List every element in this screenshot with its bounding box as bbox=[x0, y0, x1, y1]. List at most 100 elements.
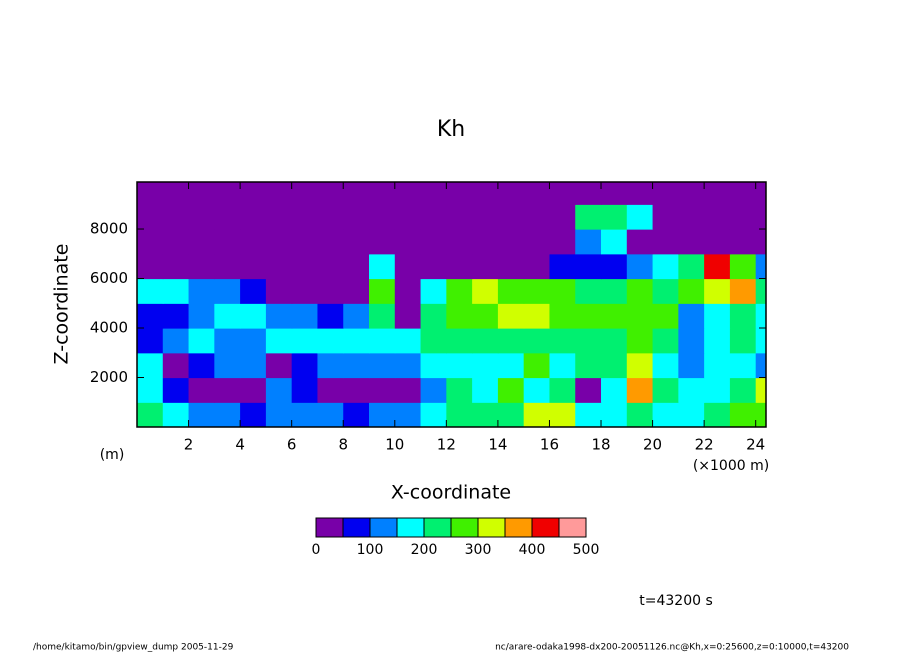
field-cell bbox=[652, 303, 679, 329]
field-cell bbox=[162, 328, 190, 354]
field-cell bbox=[497, 229, 525, 255]
field-cell bbox=[523, 229, 551, 255]
field-cell bbox=[343, 229, 370, 255]
field-cell bbox=[729, 182, 757, 205]
field-cell bbox=[729, 402, 757, 427]
field-cell bbox=[549, 278, 576, 304]
field bbox=[137, 182, 766, 427]
field-cell bbox=[369, 253, 396, 280]
field-cell bbox=[472, 182, 499, 205]
field-cell bbox=[704, 328, 731, 354]
field-cell bbox=[575, 229, 602, 255]
field-cell bbox=[626, 377, 654, 403]
field-cell bbox=[137, 352, 164, 379]
field-cell bbox=[549, 402, 576, 427]
field-cell bbox=[214, 402, 241, 427]
field-cell bbox=[575, 278, 602, 304]
field-cell bbox=[729, 377, 757, 403]
time-label: t=43200 s bbox=[639, 593, 713, 609]
field-cell bbox=[291, 204, 319, 230]
colorbar-box bbox=[342, 517, 371, 538]
field-cell bbox=[755, 182, 766, 205]
field-cell bbox=[188, 377, 215, 403]
x-tick-label: 14 bbox=[488, 436, 507, 454]
colorbar-box bbox=[477, 517, 506, 538]
field-cell bbox=[188, 352, 215, 379]
field-cell bbox=[472, 229, 499, 255]
field-cell bbox=[678, 278, 705, 304]
field-cell bbox=[652, 402, 679, 427]
field-cell bbox=[317, 278, 344, 304]
field-cell bbox=[317, 229, 344, 255]
field-cell bbox=[704, 182, 731, 205]
colorbar-box bbox=[558, 517, 587, 538]
field-cell bbox=[755, 253, 766, 280]
field-cell bbox=[317, 402, 344, 427]
field-cell bbox=[626, 204, 654, 230]
field-cell bbox=[240, 182, 267, 205]
field-cell bbox=[394, 278, 422, 304]
field-cell bbox=[291, 182, 319, 205]
field-cell bbox=[420, 229, 447, 255]
field-cell bbox=[369, 278, 396, 304]
field-cell bbox=[446, 352, 473, 379]
field-cell bbox=[369, 182, 396, 205]
field-cell bbox=[265, 402, 293, 427]
x-tick-label: 22 bbox=[695, 436, 714, 454]
field-cell bbox=[369, 303, 396, 329]
field-cell bbox=[497, 352, 525, 379]
field-cell bbox=[240, 303, 267, 329]
field-cell bbox=[240, 402, 267, 427]
field-cell bbox=[343, 352, 370, 379]
field-cell bbox=[214, 253, 241, 280]
field-cell bbox=[729, 352, 757, 379]
field-cell bbox=[626, 182, 654, 205]
footer-right: nc/arare-odaka1998-dx200-20051126.nc@Kh,… bbox=[495, 643, 849, 653]
field-cell bbox=[265, 229, 293, 255]
field-cell bbox=[472, 377, 499, 403]
field-cell bbox=[394, 377, 422, 403]
field-cell bbox=[446, 402, 473, 427]
field-cell bbox=[446, 229, 473, 255]
field-cell bbox=[601, 402, 628, 427]
field-cell bbox=[575, 182, 602, 205]
field-cell bbox=[240, 377, 267, 403]
field-cell bbox=[291, 352, 319, 379]
colorbar-label: 500 bbox=[573, 542, 600, 558]
field-cell bbox=[626, 303, 654, 329]
field-cell bbox=[549, 377, 576, 403]
field-cell bbox=[137, 204, 164, 230]
field-cell bbox=[240, 352, 267, 379]
field-cell bbox=[214, 303, 241, 329]
field-cell bbox=[575, 402, 602, 427]
field-cell bbox=[497, 278, 525, 304]
plot-frame bbox=[136, 181, 767, 428]
colorbar-label: 200 bbox=[411, 542, 438, 558]
field-cell bbox=[549, 328, 576, 354]
field-cell bbox=[755, 377, 766, 403]
field-cell bbox=[394, 352, 422, 379]
field-cell bbox=[601, 182, 628, 205]
field-cell bbox=[343, 377, 370, 403]
x-tick-label: 18 bbox=[591, 436, 610, 454]
colorbar-label: 400 bbox=[519, 542, 546, 558]
field-cell bbox=[137, 278, 164, 304]
field-cell bbox=[755, 278, 766, 304]
field-cell bbox=[317, 352, 344, 379]
field-cell bbox=[188, 253, 215, 280]
y-unit: (m) bbox=[100, 447, 125, 463]
field-cell bbox=[549, 204, 576, 230]
field-cell bbox=[265, 352, 293, 379]
field-cell bbox=[446, 204, 473, 230]
field-cell bbox=[601, 278, 628, 304]
field-cell bbox=[137, 303, 164, 329]
field-cell bbox=[394, 402, 422, 427]
field-cell bbox=[162, 182, 190, 205]
field-cell bbox=[188, 204, 215, 230]
field-cell bbox=[472, 303, 499, 329]
field-cell bbox=[265, 182, 293, 205]
x-tick-label: 4 bbox=[235, 436, 245, 454]
field-cell bbox=[549, 182, 576, 205]
y-tick-label: 6000 bbox=[90, 269, 128, 287]
field-cell bbox=[369, 229, 396, 255]
